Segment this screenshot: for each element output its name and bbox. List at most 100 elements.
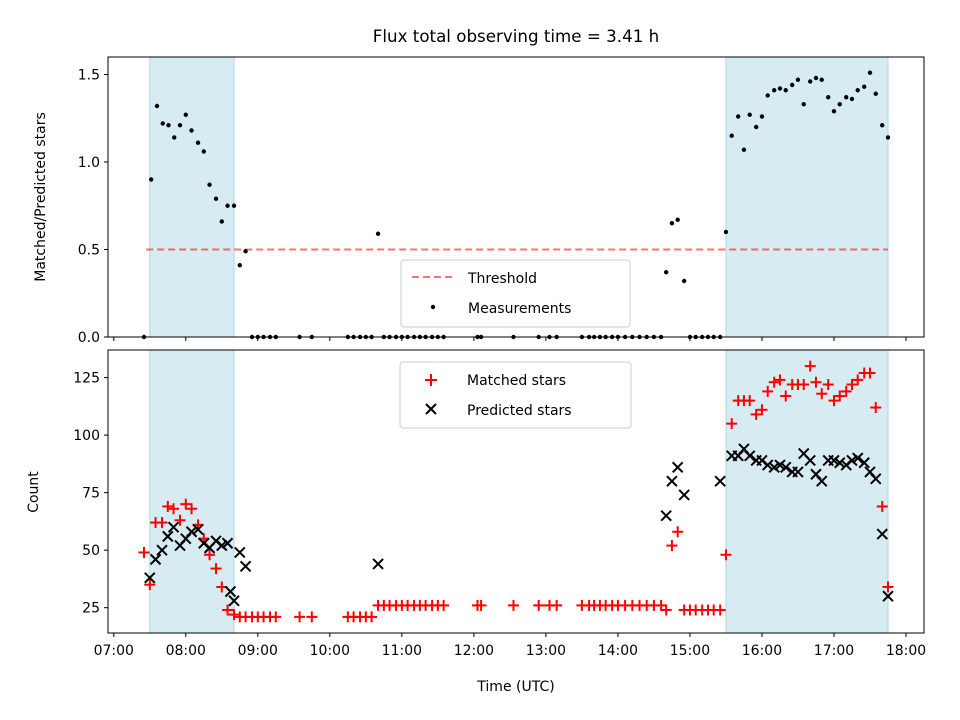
ratio-legend: Threshold Measurements [400, 259, 631, 328]
count-y-tick-label: 25 [82, 601, 100, 617]
matched-star-point [660, 604, 672, 616]
matched-star-point [882, 581, 894, 593]
measurement-point [735, 114, 741, 119]
matched-star-point [156, 517, 168, 529]
x-tick-label: 14:00 [598, 643, 638, 659]
predicted-legend-label: Predicted stars [467, 403, 572, 419]
measurement-point [189, 128, 194, 133]
predicted-star-point [185, 526, 198, 538]
x-tick-label: 15:00 [670, 643, 710, 659]
predicted-star-point [144, 572, 156, 584]
matched-star-point [210, 563, 222, 575]
predicted-star-point [660, 509, 672, 522]
measurement-point [154, 103, 160, 109]
matched-star-point [174, 514, 186, 526]
predicted-star-point [156, 544, 168, 556]
predicted-star-point [762, 459, 774, 471]
x-tick-label: 13:00 [526, 643, 566, 659]
ratio-y-tick-label: 1.0 [78, 155, 100, 171]
measurement-point [201, 149, 206, 154]
predicted-star-point [228, 595, 240, 607]
matched-star-point [720, 549, 732, 561]
matched-star-point [180, 498, 192, 510]
matched-star-point [294, 611, 306, 623]
count-panel-frame [107, 349, 925, 634]
matched-star-point [507, 599, 519, 611]
predicted-star-point [804, 454, 816, 467]
matched-star-point [270, 611, 282, 623]
ratio-y-tick-label: 0.0 [78, 330, 100, 346]
ratio-panel: 0.0 0.5 1.0 1.5 Matched/Predicted stars Thr… [33, 56, 925, 346]
measurement-point [207, 182, 212, 187]
count-legend: Matched stars Predicted stars [399, 361, 632, 429]
predicted-star-point [816, 475, 828, 487]
count-y-tick-label: 125 [73, 371, 100, 387]
predicted-star-point [714, 475, 726, 487]
matched-star-point [714, 604, 726, 616]
measurement-point [826, 95, 831, 100]
predicted-star-point [852, 452, 864, 464]
measurement-point [741, 147, 747, 152]
predicted-star-point [671, 461, 684, 474]
matched-star-point [306, 611, 318, 623]
predicted-star-point [792, 466, 804, 478]
threshold-legend-label: Threshold [467, 271, 537, 287]
predicted-star-point [221, 537, 234, 549]
x-tick-label: 12:00 [454, 643, 494, 659]
predicted-star-point [192, 523, 204, 536]
measurement-point [819, 77, 824, 82]
matched-star-point [870, 402, 882, 414]
measurement-point [844, 95, 849, 100]
predicted-star-point [876, 528, 888, 540]
matched-star-point [876, 500, 888, 512]
matched-star-point [186, 503, 198, 515]
predicted-star-point [678, 489, 690, 501]
predicted-star-point [224, 585, 237, 598]
matched-star-point [666, 540, 678, 552]
measurement-point [885, 135, 891, 140]
matched-star-point [846, 379, 858, 391]
matched-star-point [551, 599, 563, 611]
measurement-point [160, 121, 165, 126]
matched-star-point [144, 579, 156, 591]
predicted-star-point [744, 450, 756, 462]
matched-star-point [798, 379, 810, 391]
matched-star-point [864, 367, 876, 379]
measurement-point [729, 133, 734, 138]
x-tick-label: 16:00 [742, 643, 782, 659]
measurement-point [790, 82, 795, 88]
ratio-legend-box [400, 259, 631, 328]
count-legend-box [399, 361, 632, 429]
measurement-point [237, 263, 242, 268]
predicted-star-point [834, 457, 846, 469]
count-y-tick-label: 50 [82, 543, 100, 559]
measurement-point [880, 123, 885, 128]
count-panel: 25 50 75 100 125 07:00 08:00 09:00 10:00 11:00 12:… [26, 349, 926, 695]
x-tick-label: 10:00 [310, 643, 350, 659]
x-tick-label: 07:00 [94, 643, 134, 659]
measurement-point [771, 88, 777, 93]
measurements-legend-marker [430, 304, 436, 310]
measurement-point [747, 112, 752, 117]
measurement-point [225, 203, 230, 208]
matched-star-point [756, 404, 768, 416]
matched-star-point [672, 526, 684, 538]
measurement-point [777, 86, 783, 91]
measurement-point [669, 221, 675, 226]
matched-star-point [774, 374, 786, 386]
matched-star-point [852, 374, 864, 386]
measurement-point [753, 124, 759, 130]
matched-star-point [840, 385, 852, 397]
x-tick-label: 09:00 [238, 643, 278, 659]
matched-legend-marker [425, 374, 437, 386]
matched-star-point [726, 418, 738, 430]
matched-star-point [744, 395, 756, 407]
matched-star-point [204, 549, 216, 561]
measurement-point [231, 203, 237, 208]
measurement-point [243, 249, 248, 254]
predicted-star-point [162, 530, 174, 543]
count-y-tick-label: 100 [73, 428, 100, 444]
measurement-point [681, 278, 687, 284]
measurement-point [166, 123, 171, 128]
measurement-point [675, 217, 680, 222]
